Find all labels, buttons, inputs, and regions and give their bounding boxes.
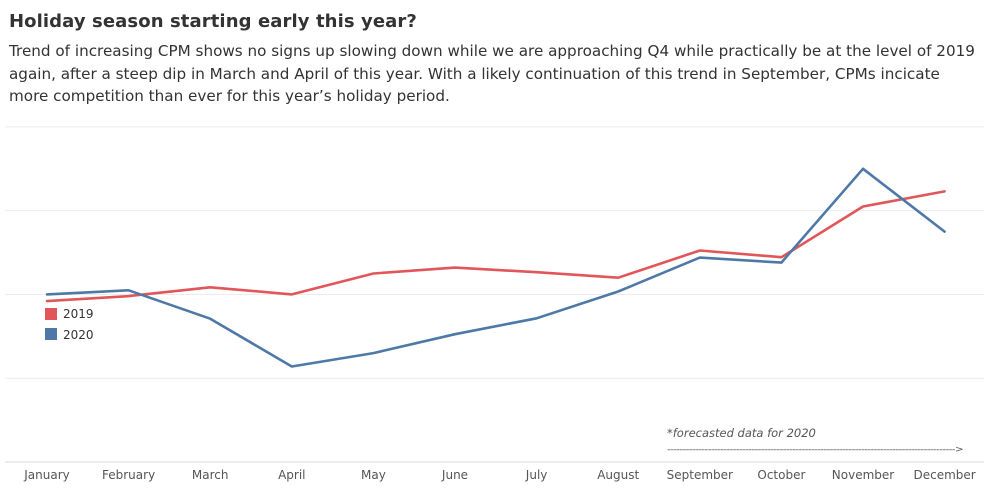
- x-tick-label: July: [525, 468, 548, 482]
- series-line-2019: [45, 190, 946, 303]
- series-lines: [45, 167, 946, 368]
- x-tick-label: December: [913, 468, 975, 482]
- forecast-note-arrow: ----------------------------------------…: [667, 445, 963, 455]
- forecast-note: *forecasted data for 2020 --------------…: [667, 426, 964, 455]
- x-tick-label: September: [667, 468, 733, 482]
- x-tick-label: January: [23, 468, 70, 482]
- legend-label-2020: 2020: [63, 328, 94, 342]
- x-axis-tick-labels: January February March April May June July Augu…: [23, 468, 976, 482]
- x-tick-label: February: [102, 468, 155, 482]
- x-tick-label: May: [361, 468, 386, 482]
- gridlines: [5, 126, 984, 379]
- legend-label-2019: 2019: [63, 307, 94, 321]
- x-tick-label: March: [192, 468, 229, 482]
- legend-swatch-2019: [45, 308, 57, 320]
- forecast-note-text: *forecasted data for 2020: [667, 426, 816, 440]
- chart-title: Holiday season starting early this year?: [9, 11, 417, 32]
- legend: 2019 2020: [45, 307, 94, 342]
- x-tick-label: June: [441, 468, 468, 482]
- x-tick-label: November: [832, 468, 894, 482]
- series-line-2020: [45, 167, 946, 368]
- legend-swatch-2020: [45, 328, 57, 340]
- x-tick-label: October: [757, 468, 805, 482]
- x-tick-label: August: [597, 468, 639, 482]
- x-tick-label: April: [278, 468, 305, 482]
- chart-subtitle: Trend of increasing CPM shows no signs u…: [9, 42, 975, 105]
